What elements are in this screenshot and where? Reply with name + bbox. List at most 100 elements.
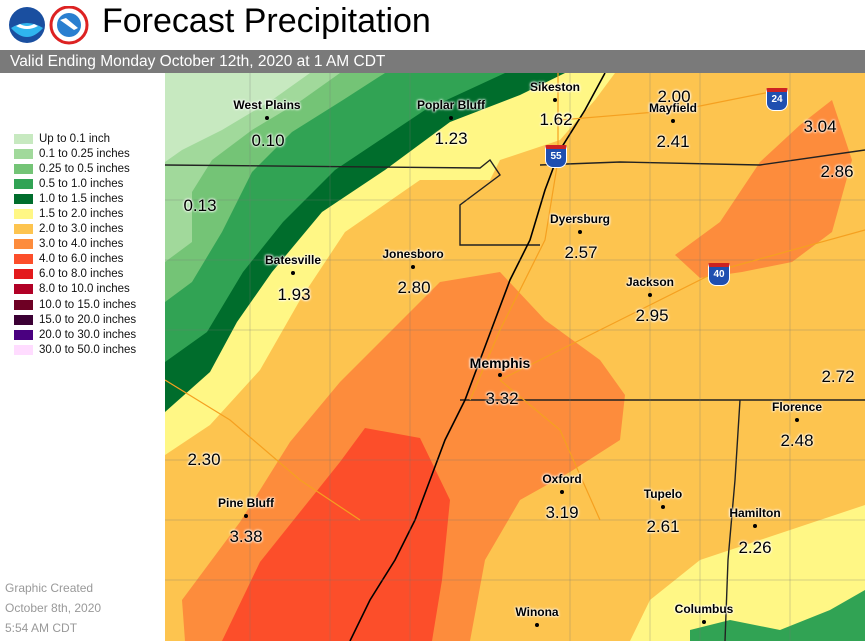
city-label: Pine Bluff xyxy=(218,496,274,510)
city-label: Columbus xyxy=(674,602,734,616)
city-marker xyxy=(291,271,295,275)
city-marker xyxy=(702,620,706,624)
legend-swatch xyxy=(14,209,33,220)
legend-item: 30.0 to 50.0 inches xyxy=(14,342,136,357)
legend-swatch xyxy=(14,299,33,310)
legend-item: 1.0 to 1.5 inches xyxy=(14,191,136,206)
city-marker xyxy=(671,119,675,123)
legend-label: 0.1 to 0.25 inches xyxy=(39,147,130,160)
graphic-created: Graphic Created October 8th, 2020 5:54 A… xyxy=(5,578,101,638)
city-marker xyxy=(411,265,415,269)
band-0.5-1-se xyxy=(690,590,865,641)
city-precip-value: 3.19 xyxy=(545,503,579,522)
city-marker xyxy=(578,230,582,234)
created-date: October 8th, 2020 xyxy=(5,601,102,615)
city-label: Florence xyxy=(771,400,823,414)
city-precip-value: 1.62 xyxy=(539,110,573,129)
legend-label: 2.0 to 3.0 inches xyxy=(39,223,124,236)
legend-label: 8.0 to 10.0 inches xyxy=(39,283,130,296)
legend-label: 30.0 to 50.0 inches xyxy=(39,343,137,356)
city-precip-value: 2.57 xyxy=(564,243,598,262)
legend-swatch xyxy=(14,254,33,265)
legend-swatch xyxy=(14,148,33,159)
city-marker xyxy=(265,116,269,120)
band-4-6 xyxy=(222,428,450,641)
legend-label: 0.25 to 0.5 inches xyxy=(39,162,130,175)
legend-swatch xyxy=(14,178,33,189)
legend-swatch xyxy=(14,133,33,144)
point-precip-value: 2.30 xyxy=(187,450,221,469)
legend-item: 0.1 to 0.25 inches xyxy=(14,146,136,161)
legend-label: 0.5 to 1.0 inches xyxy=(39,177,124,190)
city-label: Jonesboro xyxy=(382,247,444,261)
legend-label: 6.0 to 8.0 inches xyxy=(39,268,124,281)
precip-map: West Plains 0.10 Poplar Bluff 1.23 Sikeston 1… xyxy=(165,73,865,641)
legend-swatch xyxy=(14,163,33,174)
legend-label: 10.0 to 15.0 inches xyxy=(39,298,137,311)
point-precip-value: 2.72 xyxy=(821,367,855,386)
city-marker xyxy=(449,116,453,120)
legend-item: 3.0 to 4.0 inches xyxy=(14,237,136,252)
legend-swatch xyxy=(14,344,33,355)
legend-label: 3.0 to 4.0 inches xyxy=(39,238,124,251)
legend-item: 4.0 to 6.0 inches xyxy=(14,252,136,267)
city-precip-value: 3.38 xyxy=(229,527,263,546)
legend-item: 15.0 to 20.0 inches xyxy=(14,312,136,327)
city-label: Batesville xyxy=(264,253,322,267)
band-3-4-ne xyxy=(675,100,852,278)
city-label: Mayfield xyxy=(648,101,698,115)
legend-swatch xyxy=(14,224,33,235)
city-precip-value: 2.80 xyxy=(397,278,431,297)
band-up-to-0.1 xyxy=(165,73,310,162)
point-precip-value: 3.04 xyxy=(803,117,837,136)
city-precip-value: 2.41 xyxy=(656,132,690,151)
city-marker xyxy=(661,505,665,509)
legend-swatch xyxy=(14,314,33,325)
interstate-shield-icon: 55 xyxy=(545,145,567,168)
city-label: Winona xyxy=(515,605,559,619)
legend-label: 20.0 to 30.0 inches xyxy=(39,328,137,341)
city-precip-value: 3.32 xyxy=(485,389,519,408)
legend-item: 6.0 to 8.0 inches xyxy=(14,267,136,282)
city-label: Jackson xyxy=(625,275,675,289)
city-marker xyxy=(553,98,557,102)
city-marker xyxy=(795,418,799,422)
legend-item: Up to 0.1 inch xyxy=(14,131,136,146)
city-label: Hamilton xyxy=(729,506,781,520)
legend-swatch xyxy=(14,193,33,204)
city-label: Tupelo xyxy=(643,487,683,501)
city-precip-value: 2.48 xyxy=(780,431,814,450)
city-label: Dyersburg xyxy=(549,212,611,226)
city-label: Poplar Bluff xyxy=(417,98,485,112)
highways-lines xyxy=(165,73,865,521)
city-marker xyxy=(753,524,757,528)
city-precip-value: 2.61 xyxy=(646,517,680,536)
city-precip-value: 1.23 xyxy=(434,129,468,148)
valid-time-bar: Valid Ending Monday October 12th, 2020 a… xyxy=(0,50,865,73)
legend-label: 1.5 to 2.0 inches xyxy=(39,208,124,221)
city-label: West Plains xyxy=(233,98,301,112)
interstate-shield-icon: 40 xyxy=(708,263,730,286)
city-marker xyxy=(244,514,248,518)
legend-item: 0.5 to 1.0 inches xyxy=(14,176,136,191)
city-marker xyxy=(560,490,564,494)
legend-swatch xyxy=(14,269,33,280)
legend-item: 10.0 to 15.0 inches xyxy=(14,297,136,312)
header: Forecast Precipitation xyxy=(0,0,865,50)
county-lines xyxy=(165,73,865,641)
legend-item: 2.0 to 3.0 inches xyxy=(14,222,136,237)
page-title: Forecast Precipitation xyxy=(102,2,431,40)
city-precip-value: 1.93 xyxy=(277,285,311,304)
city-marker xyxy=(648,293,652,297)
city-marker xyxy=(535,623,539,627)
point-precip-value: 2.00 xyxy=(657,87,691,106)
city-precip-value: 0.10 xyxy=(251,131,285,150)
point-precip-value: 0.13 xyxy=(183,196,217,215)
legend: Up to 0.1 inch 0.1 to 0.25 inches 0.25 to … xyxy=(14,131,136,357)
legend-item: 20.0 to 30.0 inches xyxy=(14,327,136,342)
city-precip-value: 2.95 xyxy=(635,306,669,325)
legend-label: 15.0 to 20.0 inches xyxy=(39,313,137,326)
legend-item: 1.5 to 2.0 inches xyxy=(14,206,136,221)
legend-swatch xyxy=(14,239,33,250)
created-time: 5:54 AM CDT xyxy=(5,621,78,635)
